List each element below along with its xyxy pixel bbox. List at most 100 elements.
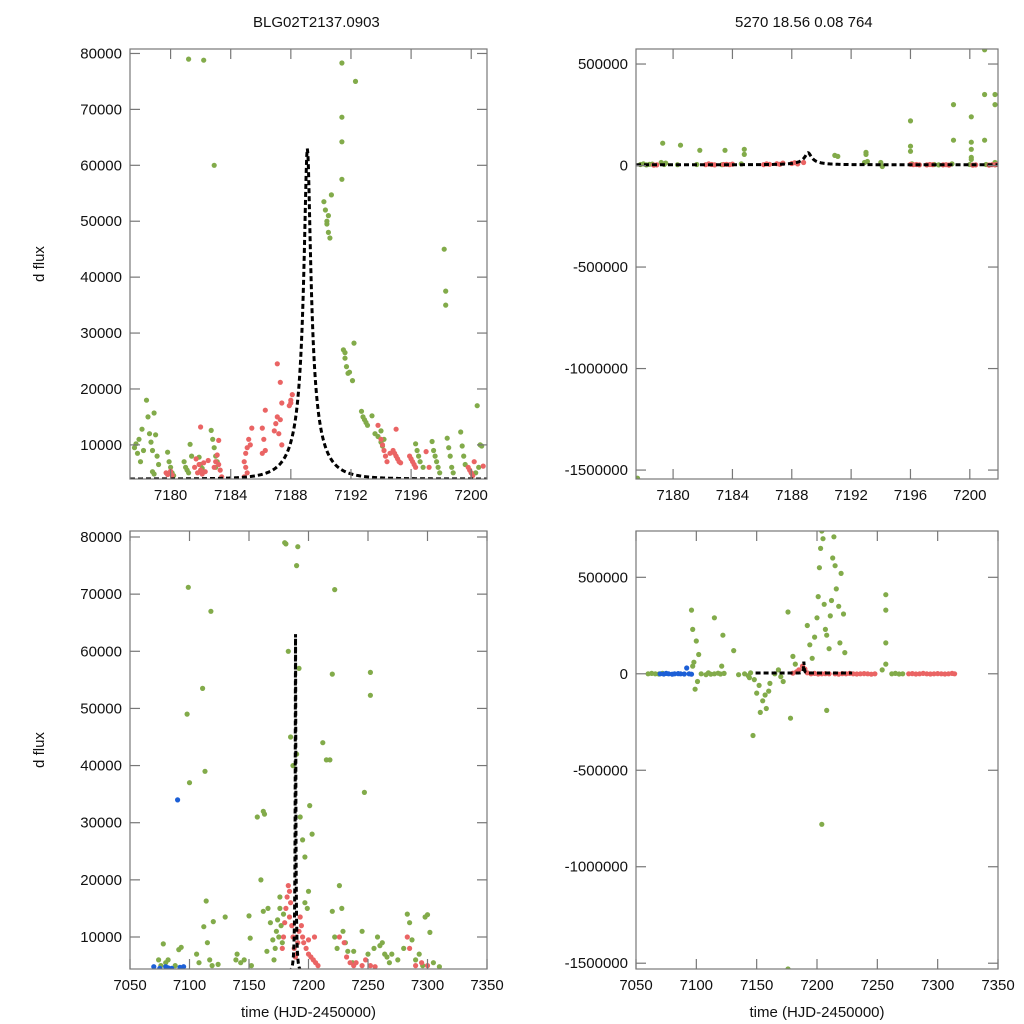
x-tick-label: 7180 [154, 487, 187, 504]
data-point-green [816, 565, 823, 571]
data-point-green [840, 611, 847, 617]
y-tick-label: 50000 [80, 213, 122, 230]
data-point-green [722, 147, 728, 153]
data-point-red [423, 449, 429, 455]
data-point-green [151, 410, 157, 416]
data-point-green [369, 413, 375, 419]
data-point-red [277, 379, 283, 385]
data-point-green [838, 570, 844, 577]
data-point-blue [175, 797, 181, 803]
data-point-red [297, 914, 303, 920]
y-tick-label: -1500000 [565, 955, 628, 972]
data-point-green [754, 690, 760, 696]
data-point-green [416, 453, 422, 459]
data-point-green [156, 957, 162, 963]
data-point-green [336, 883, 342, 889]
data-point-red [952, 671, 958, 677]
data-point-green [833, 586, 839, 592]
data-point-green [185, 584, 191, 590]
model-curve [755, 661, 853, 675]
data-point-green [378, 428, 384, 434]
data-point-red [336, 934, 342, 940]
data-point-green [907, 148, 914, 154]
y-tick-label: -1000000 [565, 859, 628, 876]
data-point-red [379, 442, 386, 448]
data-point-blue [681, 671, 687, 677]
data-point-green [831, 534, 837, 540]
data-point-green [358, 408, 365, 414]
data-point-green [474, 403, 480, 409]
data-point-green [731, 648, 737, 654]
data-point-green [767, 680, 773, 687]
data-point-red [303, 945, 309, 952]
data-point-green [461, 453, 467, 459]
data-point-red [284, 894, 290, 900]
data-point-green [325, 229, 331, 235]
data-point-green [275, 917, 281, 923]
model-curve [289, 634, 302, 969]
data-point-green [826, 646, 832, 652]
data-point-red [259, 425, 265, 431]
data-point-green [450, 470, 456, 476]
data-point-green [814, 615, 820, 621]
data-point-green [819, 821, 825, 827]
data-point-green [186, 56, 192, 62]
data-point-red [286, 888, 293, 894]
data-point-green [691, 659, 697, 665]
data-point-blue [678, 671, 684, 677]
data-point-green [427, 929, 433, 936]
data-point-green [775, 667, 782, 673]
data-point-green [342, 350, 348, 356]
data-point-green [279, 940, 285, 946]
x-axis-label: time (HJD-2450000) [241, 1004, 376, 1021]
data-point-green [968, 146, 974, 152]
data-point-green [241, 957, 247, 963]
data-point-red [288, 400, 294, 406]
data-point-green [787, 715, 794, 721]
data-point-green [367, 669, 373, 676]
data-point-red [216, 437, 222, 443]
data-point-green [982, 137, 988, 143]
data-point-red [198, 467, 204, 473]
data-point-red [367, 963, 373, 969]
data-point-green [690, 663, 696, 669]
data-point-red [283, 905, 289, 912]
data-point-green [660, 140, 666, 146]
data-point-green [211, 445, 217, 451]
data-point-green [830, 555, 836, 561]
plot-title-right: 5270 18.56 0.08 764 [735, 14, 873, 31]
data-point-green [280, 911, 287, 917]
data-point-green [302, 854, 308, 860]
x-tick-label: 7050 [113, 977, 146, 994]
data-point-red [363, 957, 369, 963]
y-tick-label: -500000 [573, 259, 628, 276]
data-point-green [320, 740, 326, 746]
data-point-green [154, 453, 160, 459]
y-tick-label: 70000 [80, 586, 122, 603]
data-point-red [217, 467, 223, 473]
y-tick-label: 500000 [578, 569, 628, 586]
data-point-red [931, 671, 937, 677]
data-point-green [265, 905, 271, 912]
data-point-red [216, 461, 222, 468]
x-tick-label: 7184 [716, 487, 749, 504]
data-point-red [198, 424, 204, 430]
x-tick-label: 7150 [740, 977, 773, 994]
data-point-green [340, 928, 346, 934]
data-point-green [339, 905, 345, 912]
data-point-red [384, 459, 390, 465]
y-tick-label: 80000 [80, 45, 122, 62]
data-point-green [763, 705, 769, 712]
data-point-green [151, 471, 157, 477]
data-point-green [950, 137, 957, 143]
data-point-green [160, 941, 166, 947]
data-point-green [304, 905, 310, 912]
data-point-blue [157, 965, 163, 969]
data-point-green [785, 966, 791, 969]
data-point-green [444, 435, 450, 441]
data-point-green [345, 948, 351, 954]
y-tick-label: 10000 [80, 437, 122, 454]
data-point-red [262, 407, 268, 413]
data-point-green [277, 905, 283, 912]
data-point-red [285, 883, 291, 889]
